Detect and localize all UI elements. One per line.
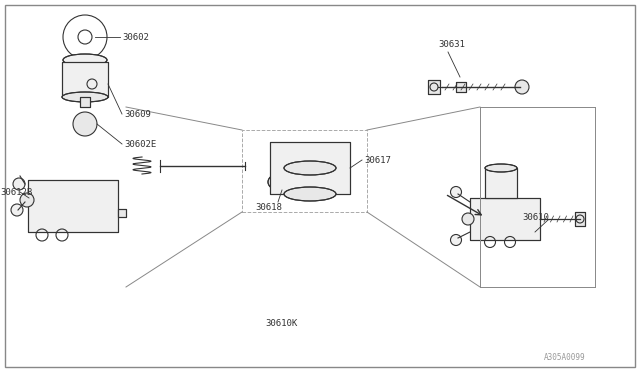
Text: A305A0099: A305A0099 (543, 353, 585, 362)
Circle shape (73, 112, 97, 136)
Bar (456, 82, 466, 92)
Text: 30612B: 30612B (0, 187, 32, 196)
Bar (80, 97, 90, 107)
Text: 30618: 30618 (255, 202, 282, 212)
Circle shape (451, 234, 461, 246)
Text: 30631: 30631 (438, 39, 465, 48)
Circle shape (462, 213, 474, 225)
Bar (28, 180, 118, 232)
Bar (575, 212, 585, 226)
Text: 30610: 30610 (522, 212, 549, 221)
Bar (62, 62, 108, 97)
Bar (28, 180, 118, 232)
Ellipse shape (485, 164, 517, 172)
Bar (470, 198, 540, 240)
Ellipse shape (63, 54, 107, 66)
Circle shape (20, 193, 34, 207)
Bar (456, 82, 466, 92)
Bar (575, 212, 585, 226)
Text: 30602: 30602 (122, 32, 149, 42)
Circle shape (13, 178, 25, 190)
Bar (470, 198, 540, 240)
Circle shape (451, 186, 461, 198)
Ellipse shape (284, 161, 336, 175)
Circle shape (11, 204, 23, 216)
Bar (485, 168, 517, 198)
Bar (428, 80, 440, 94)
Bar (270, 142, 350, 194)
Text: 30602E: 30602E (124, 140, 156, 148)
Bar (118, 209, 126, 217)
Bar (62, 62, 108, 97)
Circle shape (515, 80, 529, 94)
Text: 30609: 30609 (124, 109, 151, 119)
Bar (80, 97, 90, 107)
Bar (242, 130, 367, 212)
Text: 30610K: 30610K (265, 320, 297, 328)
Bar (118, 209, 126, 217)
Ellipse shape (268, 173, 296, 191)
Bar (270, 142, 350, 194)
Text: 30617: 30617 (364, 155, 391, 164)
Ellipse shape (284, 187, 336, 201)
Ellipse shape (62, 92, 108, 102)
Bar (485, 168, 517, 198)
Bar (428, 80, 440, 94)
